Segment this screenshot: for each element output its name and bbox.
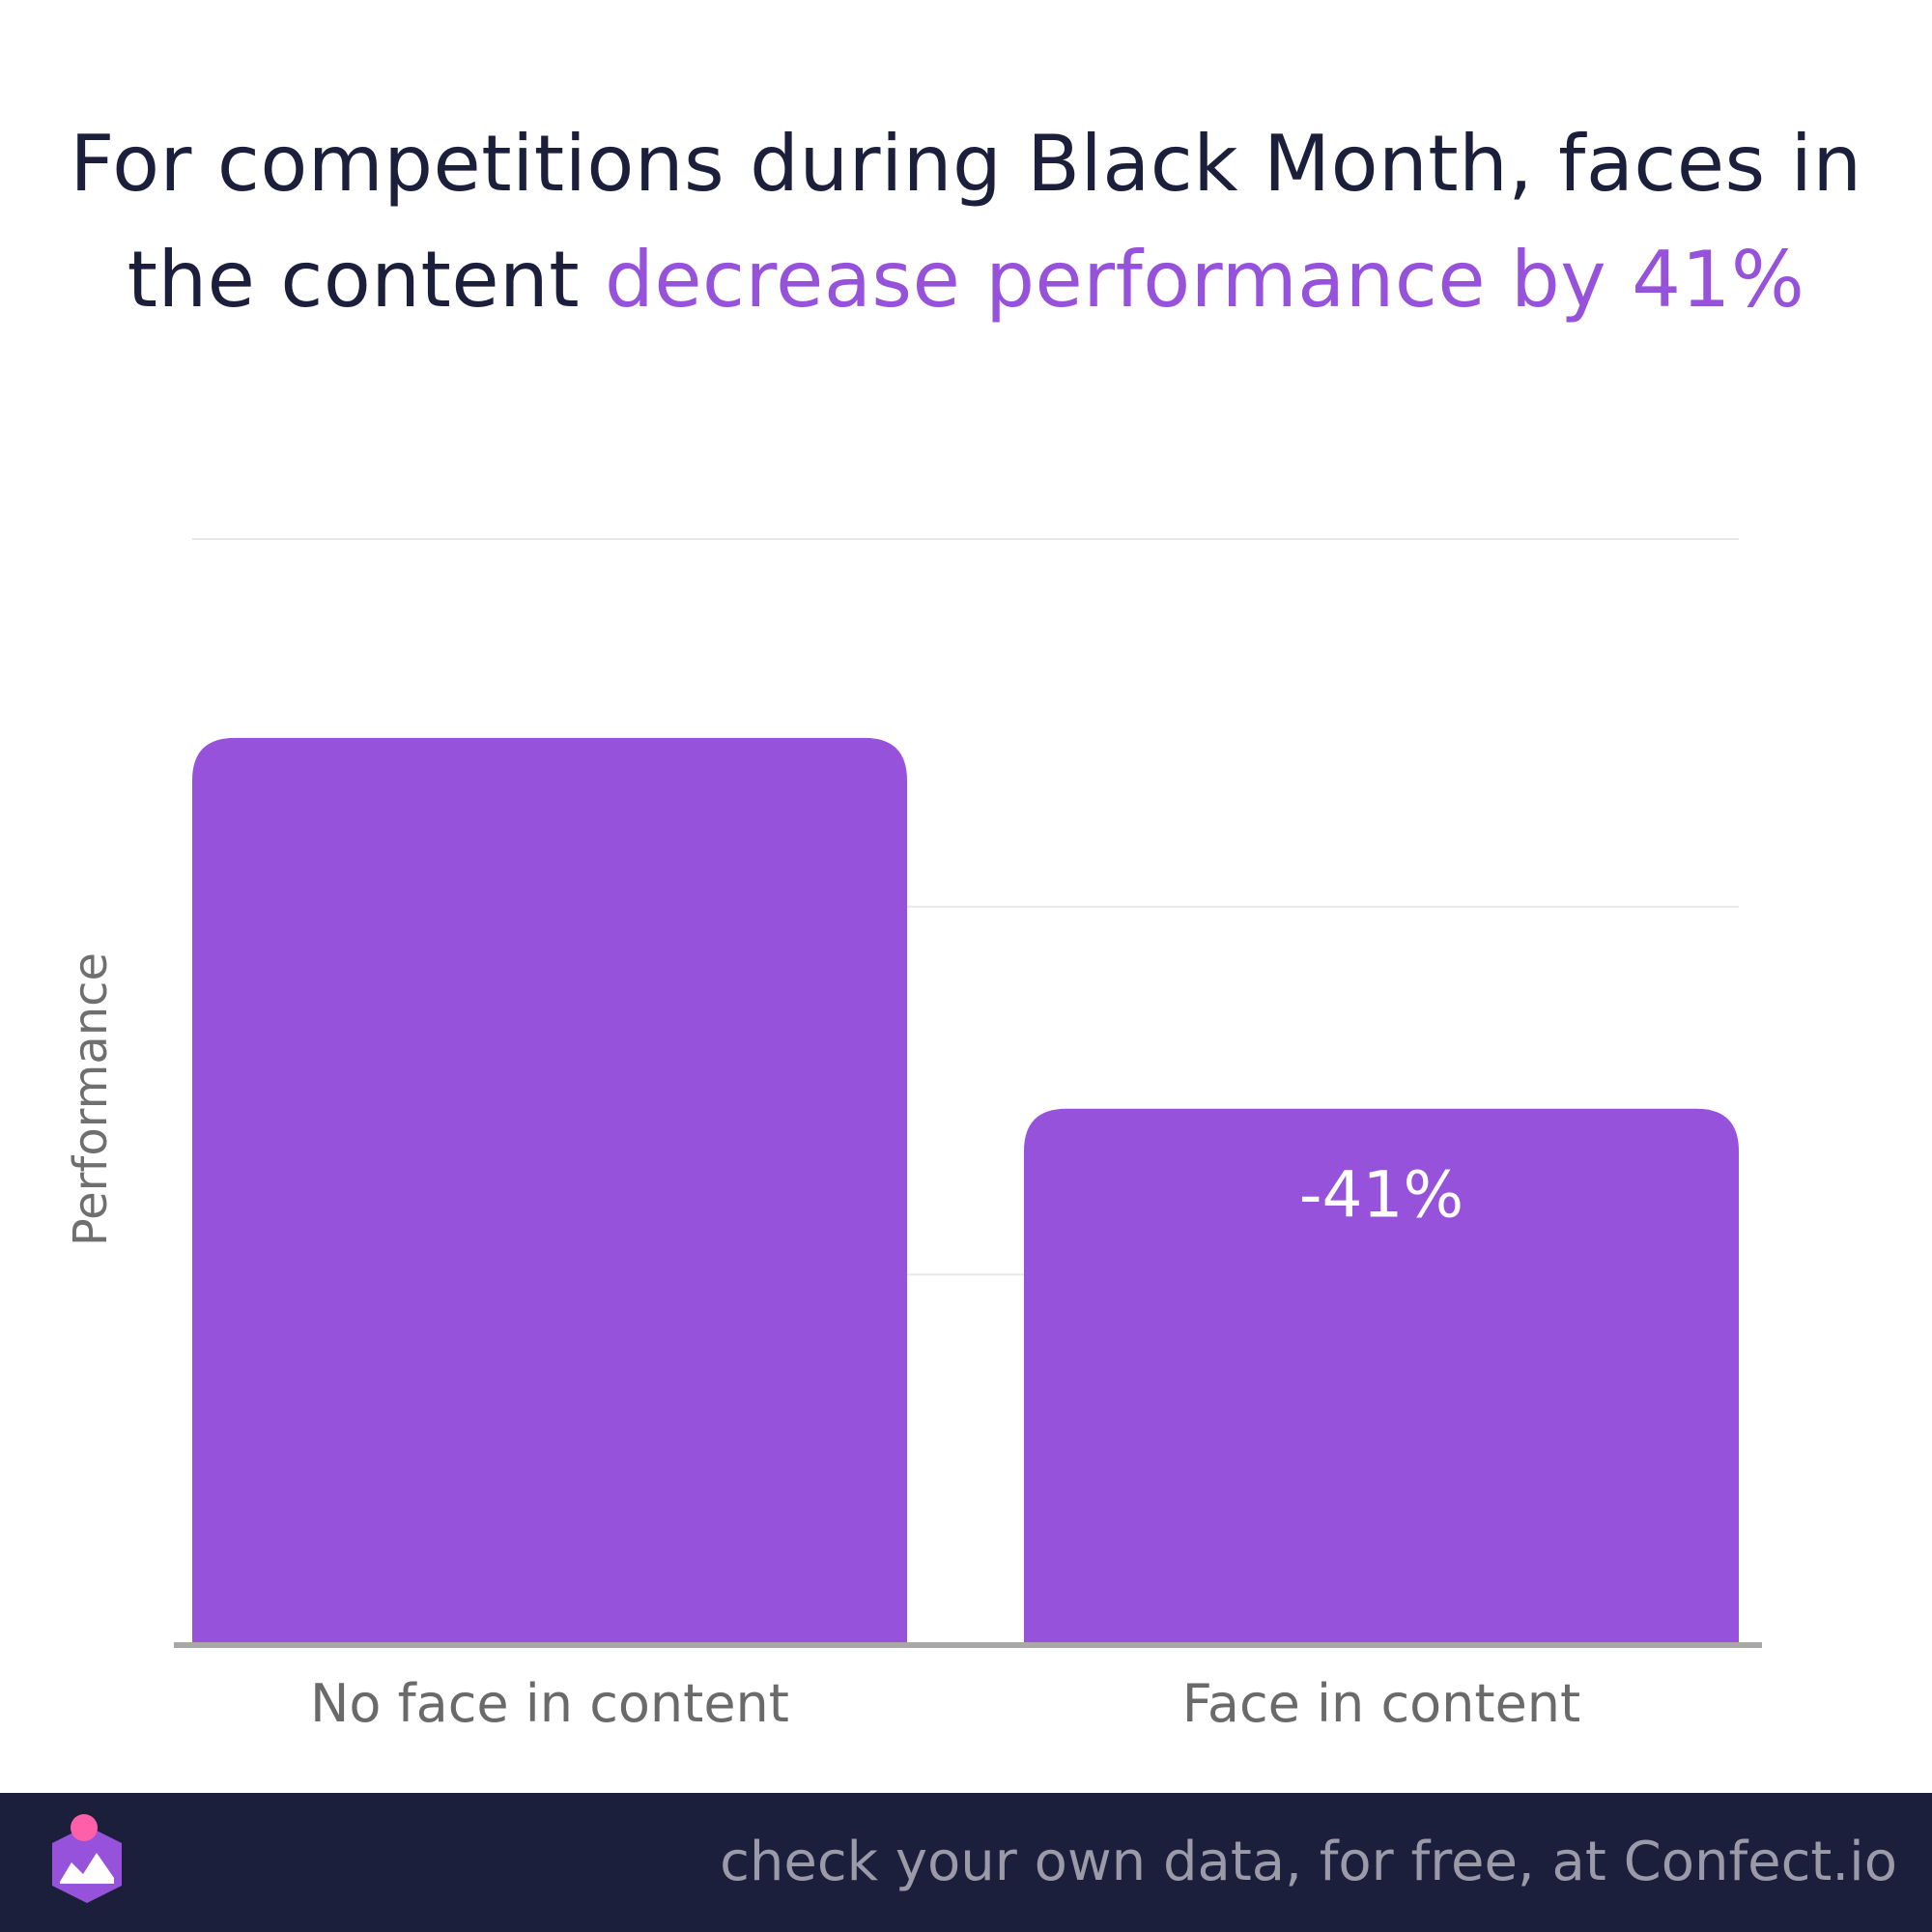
footer-text[interactable]: check your own data, for free, at Confec… (720, 1831, 1897, 1893)
bars (192, 737, 1739, 1642)
footer-bar: check your own data, for free, at Confec… (0, 1793, 1932, 1932)
confect-logo-icon[interactable] (39, 1814, 135, 1911)
bar-data-label: -41% (1299, 1158, 1464, 1233)
labels: No face in content Face in content -41% (310, 1158, 1580, 1734)
bar-chart: Performance No face in content Face in co… (64, 538, 1762, 1734)
title-prefix: For competitions during Black Month, fac… (70, 119, 1862, 325)
x-tick-label: No face in content (310, 1673, 789, 1734)
bar-0[interactable] (192, 737, 907, 1642)
bar-1[interactable] (1024, 1108, 1739, 1642)
title-highlight: decrease performance by 41% (605, 235, 1805, 325)
chart-title: For competitions during Black Month, fac… (19, 106, 1913, 338)
x-tick-label: Face in content (1182, 1673, 1580, 1734)
y-axis-label: Performance (64, 952, 118, 1246)
